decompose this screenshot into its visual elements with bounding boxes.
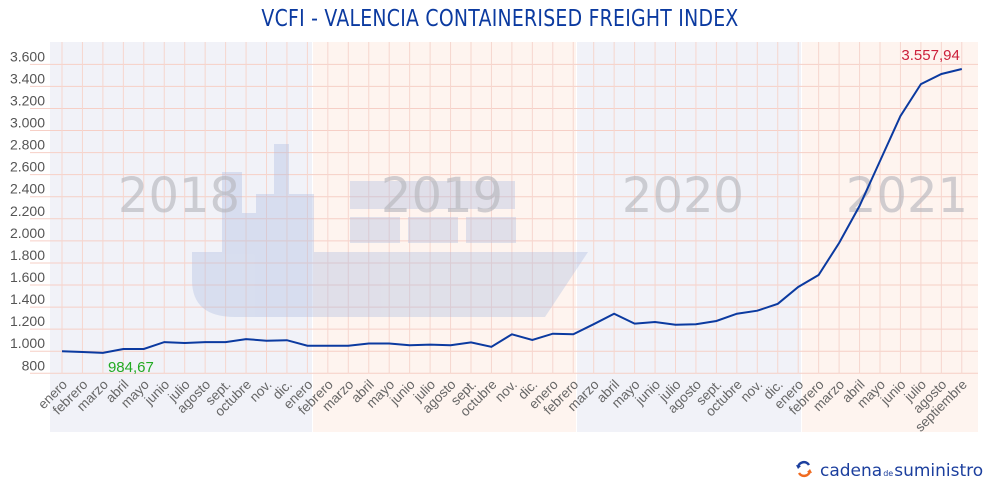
y-tick-label: 3.400 [10,70,45,86]
chart-title: VCFI - VALENCIA CONTAINERISED FREIGHT IN… [261,6,739,32]
year-label: 2021 [846,168,968,224]
y-tick-label: 1.200 [10,313,45,329]
y-tick-label: 3.200 [10,92,45,108]
y-tick-label: 2.800 [10,137,45,153]
year-label: 2020 [622,168,744,224]
y-tick-label: 2.400 [10,181,45,197]
y-tick-label: 2.200 [10,203,45,219]
year-band-2021 [802,42,978,432]
y-tick-label: 1.600 [10,269,45,285]
logo: cadena de suministro [794,456,983,481]
logo-text-3: suministro [894,461,984,481]
y-tick-label: 1.000 [10,335,45,351]
y-tick-label: 3.600 [10,48,45,64]
y-tick-label: 2.000 [10,225,45,241]
logo-text-2: de [883,469,894,478]
series-line [61,68,963,354]
year-label: 2018 [118,168,240,224]
ship-illustration [192,144,588,317]
y-tick-label: 800 [22,357,46,373]
refresh-arrows-icon [796,460,812,478]
year-label: 2019 [381,168,503,224]
y-tick-label: 3.000 [10,115,45,131]
y-tick-label: 2.600 [10,159,45,175]
year-band-2018 [50,42,312,432]
y-tick-label: 1.400 [10,291,45,307]
logo-text-1: cadena [820,461,883,481]
data-label: 3.557,94 [901,47,959,64]
data-label: 984,67 [108,359,154,376]
y-tick-label: 1.800 [10,247,45,263]
